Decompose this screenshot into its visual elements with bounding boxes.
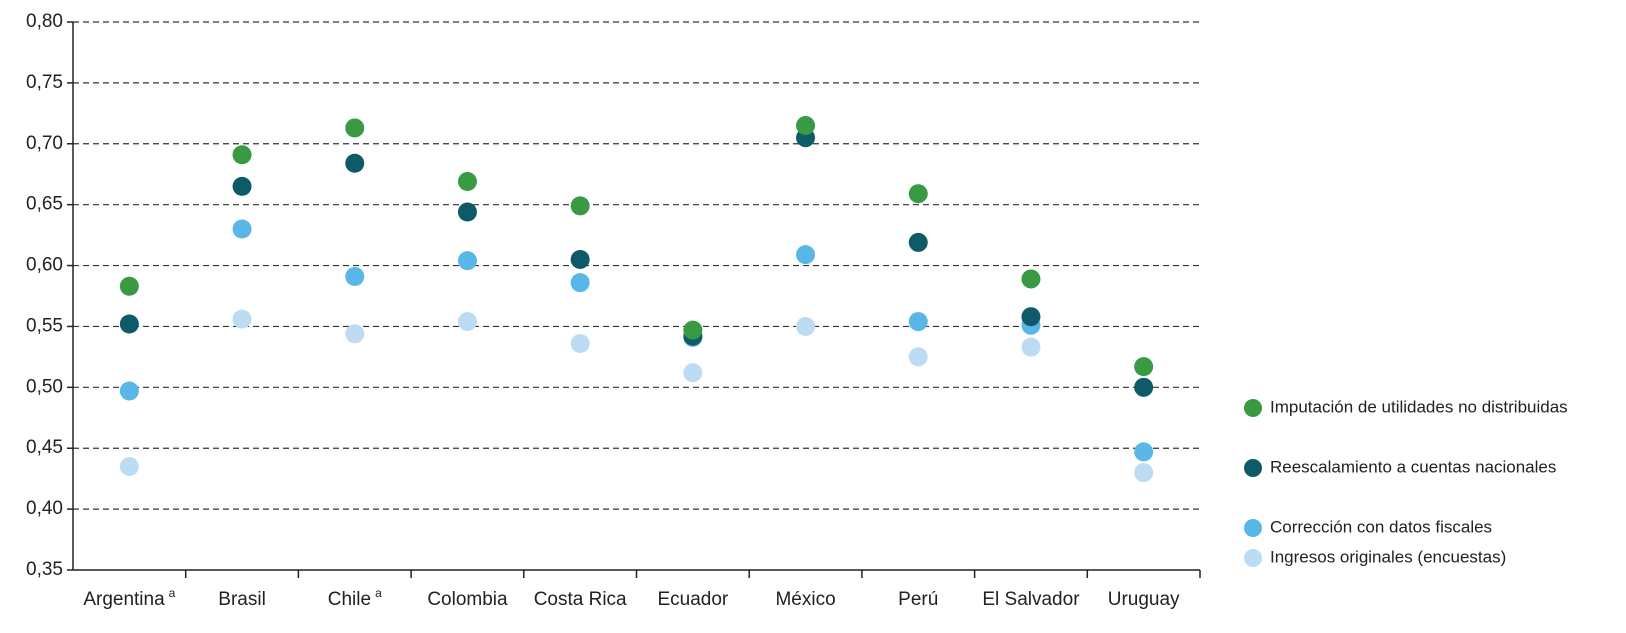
legend-marker (1244, 399, 1262, 417)
dot (345, 267, 365, 287)
x-tick-label: Argentina a (83, 586, 175, 610)
category-name: Ecuador (657, 589, 728, 610)
x-tick-label: Costa Rica (534, 589, 627, 610)
dot (570, 196, 590, 216)
dot (570, 333, 590, 353)
y-tick-label: 0,35 (26, 559, 63, 580)
legend-label: Imputación de utilidades no distribuidas (1270, 397, 1568, 416)
dot (457, 312, 477, 332)
dot (1134, 463, 1154, 483)
dot (796, 245, 816, 265)
dot (119, 456, 139, 476)
category-name: México (775, 589, 835, 610)
dot (457, 251, 477, 271)
footnote-mark: a (375, 586, 382, 600)
legend-label: Ingresos originales (encuestas) (1270, 547, 1506, 566)
dot (457, 202, 477, 222)
dot (232, 176, 252, 196)
dot (908, 312, 928, 332)
y-tick-label: 0,65 (26, 194, 63, 215)
dot (232, 145, 252, 165)
x-tick-label: Brasil (218, 589, 266, 610)
dot (119, 314, 139, 334)
dot (1021, 307, 1041, 327)
x-tick-label: México (775, 589, 835, 610)
dot (345, 153, 365, 173)
dot (345, 324, 365, 344)
dot (570, 273, 590, 293)
category-name: Perú (898, 589, 938, 610)
category-name: Uruguay (1108, 589, 1180, 610)
category-name: Costa Rica (534, 589, 627, 610)
dot (683, 363, 703, 383)
category-name: El Salvador (982, 589, 1080, 610)
legend-label: Reescalamiento a cuentas nacionales (1270, 457, 1556, 476)
category-name: Chile (328, 589, 371, 610)
x-tick-label: Ecuador (657, 589, 728, 610)
dot (119, 276, 139, 296)
category-name: Argentina (83, 589, 165, 610)
legend-label: Corrección con datos fiscales (1270, 517, 1492, 536)
legend-marker (1244, 519, 1262, 537)
y-tick-label: 0,75 (26, 72, 63, 93)
legend-marker (1244, 549, 1262, 567)
y-tick-label: 0,60 (26, 255, 63, 276)
dot (570, 249, 590, 269)
y-tick-label: 0,55 (26, 315, 63, 336)
x-tick-label: El Salvador (982, 589, 1080, 610)
dot (1134, 442, 1154, 462)
dot (796, 116, 816, 136)
dot (1134, 357, 1154, 377)
dot (796, 316, 816, 336)
dot (908, 347, 928, 367)
y-tick-label: 0,45 (26, 437, 63, 458)
dot (119, 381, 139, 401)
footnote-mark: a (169, 586, 176, 600)
dot (232, 309, 252, 329)
category-name: Colombia (427, 589, 508, 610)
legend-marker (1244, 459, 1262, 477)
dot (1021, 337, 1041, 357)
y-tick-label: 0,50 (26, 376, 63, 397)
dot (683, 320, 703, 340)
x-tick-label: Colombia (427, 589, 508, 610)
x-tick-label: Chile a (328, 586, 382, 610)
y-tick-label: 0,80 (26, 11, 63, 32)
dot (232, 219, 252, 239)
y-tick-label: 0,70 (26, 133, 63, 154)
x-tick-label: Uruguay (1108, 589, 1180, 610)
dot (908, 232, 928, 252)
dot (1134, 377, 1154, 397)
dot (1021, 269, 1041, 289)
dot (457, 172, 477, 192)
dot (345, 118, 365, 138)
y-tick-label: 0,40 (26, 498, 63, 519)
x-tick-label: Perú (898, 589, 938, 610)
dot (908, 184, 928, 204)
category-name: Brasil (218, 589, 266, 610)
